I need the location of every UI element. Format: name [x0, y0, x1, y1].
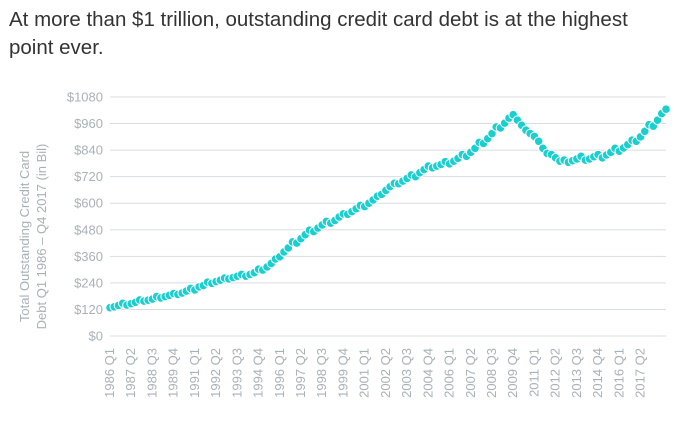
x-tick-label: 2001 Q1 — [357, 348, 372, 398]
data-points — [105, 104, 671, 313]
y-axis-label-line: Total Outstanding Credit Card — [17, 151, 32, 322]
x-tick-label: 2006 Q1 — [442, 348, 457, 398]
x-tick-label: 2012 Q2 — [548, 348, 563, 398]
x-tick-label: 1986 Q1 — [102, 348, 117, 398]
x-tick-label: 2017 Q2 — [633, 348, 648, 398]
y-tick-label: $120 — [74, 302, 103, 317]
x-tick-label: 2014 Q4 — [590, 348, 605, 398]
x-tick-label: 1987 Q2 — [123, 348, 138, 398]
x-tick-label: 1993 Q3 — [229, 348, 244, 398]
y-tick-label: $600 — [74, 196, 103, 211]
x-tick-label: 2009 Q4 — [505, 348, 520, 398]
x-tick-label: 1989 Q4 — [166, 348, 181, 398]
x-tick-label: 2003 Q3 — [399, 348, 414, 398]
y-tick-label: $840 — [74, 143, 103, 158]
x-tick-labels: 1986 Q1 1987 Q2 1988 Q3 1989 Q4 1991 Q1 1992 … — [102, 348, 648, 398]
x-tick-label: 1988 Q3 — [144, 348, 159, 398]
x-tick-label: 1999 Q4 — [335, 348, 350, 398]
x-tick-label: 2007 Q2 — [463, 348, 478, 398]
x-tick-label: 2011 Q1 — [526, 348, 541, 397]
x-tick-label: 1994 Q4 — [251, 348, 266, 398]
x-tick-label: 1992 Q2 — [208, 348, 223, 398]
x-tick-label: 2016 Q1 — [611, 348, 626, 398]
y-tick-label: $360 — [74, 249, 103, 264]
y-tick-label: $480 — [74, 222, 103, 237]
x-tick-label: 1997 Q2 — [293, 348, 308, 398]
y-tick-label: $1080 — [67, 90, 103, 105]
x-tick-label: 2013 Q3 — [569, 348, 584, 398]
data-point — [533, 136, 544, 147]
data-point — [639, 126, 650, 137]
y-axis-label-line: Debt Q1 1986 – Q4 2017 (in Bil) — [34, 144, 49, 330]
grid-lines — [110, 96, 666, 337]
x-tick-label: 2008 Q3 — [484, 348, 499, 398]
x-tick-label: 2004 Q4 — [420, 348, 435, 398]
y-axis-label: Total Outstanding Credit Card Debt Q1 198… — [17, 144, 49, 330]
data-point — [487, 128, 497, 139]
y-tick-label: $240 — [74, 275, 103, 290]
x-tick-label: 2002 Q2 — [378, 348, 393, 398]
data-point — [661, 104, 671, 114]
x-tick-label: 1996 Q1 — [272, 348, 287, 398]
y-tick-label: $960 — [74, 116, 103, 131]
chart-title: At more than $1 trillion, outstanding cr… — [9, 8, 628, 59]
data-point — [652, 115, 663, 126]
x-tick-label: 1998 Q3 — [314, 348, 329, 398]
y-tick-label: $0 — [89, 329, 103, 344]
y-tick-labels: $0 $120 $240 $360 $480 $600 $720 $840 $960 $1080 — [67, 90, 103, 344]
y-tick-label: $720 — [74, 169, 103, 184]
x-tick-label: 1991 Q1 — [187, 348, 202, 398]
